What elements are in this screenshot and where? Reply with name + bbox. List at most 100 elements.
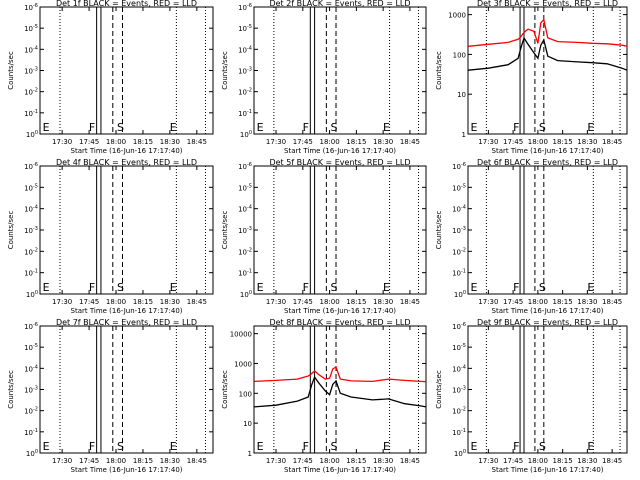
x-tick-label: 18:45 — [602, 298, 622, 306]
panel-det-1: Det 1f BLACK = Events, RED = LLD 100 10-1 1… — [7, 0, 214, 155]
x-tick-label: 18:30 — [160, 138, 180, 146]
x-tick-label: 18:00 — [528, 298, 548, 306]
y-tick-label: 10-3 — [238, 226, 252, 235]
y-tick-label: 10-1 — [24, 269, 38, 278]
y-axis-label: Counts/sec — [7, 370, 15, 409]
x-axis-label: Start Time (16-Jun-16 17:17:40) — [71, 147, 183, 155]
y-axis-label: Counts/sec — [7, 51, 15, 90]
x-tick-label: 18:00 — [319, 298, 339, 306]
event-marker-e: E — [383, 121, 390, 134]
plot-frame — [253, 6, 427, 135]
panel-det-6: Det 6f BLACK = Events, RED = LLD 100 10-1 1… — [435, 158, 628, 315]
panel-det-2: Det 2f BLACK = Events, RED = LLD 100 10-1 1… — [221, 0, 427, 155]
y-tick-label: 100 — [26, 290, 38, 299]
x-axis-label: Start Time (16-Jun-16 17:17:40) — [284, 147, 396, 155]
event-marker-s: S — [331, 121, 338, 134]
event-marker-f: F — [303, 121, 309, 134]
y-tick-label: 10-4 — [24, 364, 38, 373]
x-tick-label: 18:15 — [346, 457, 366, 465]
x-tick-label: 18:30 — [160, 298, 180, 306]
y-tick-label: 100 — [239, 390, 252, 398]
y-tick-label: 10-2 — [24, 407, 38, 416]
x-tick-label: 18:15 — [346, 298, 366, 306]
y-tick-label: 10-5 — [24, 343, 38, 352]
plot-frame — [39, 165, 214, 295]
y-axis-label: Counts/sec — [435, 370, 443, 409]
y-tick-label: 10-6 — [24, 3, 38, 12]
x-axis-label: Start Time (16-Jun-16 17:17:40) — [492, 307, 604, 315]
y-tick-label: 10-2 — [238, 88, 252, 97]
plot-frame — [39, 6, 214, 135]
y-tick-label: 10-5 — [24, 183, 38, 192]
y-tick-label: 1000 — [448, 12, 466, 20]
event-marker-e: E — [43, 440, 50, 453]
y-tick-label: 10-1 — [452, 428, 466, 437]
event-marker-e: E — [587, 281, 594, 294]
event-marker-s: S — [539, 281, 546, 294]
x-tick-label: 18:45 — [187, 138, 207, 146]
y-tick-label: 10-2 — [24, 247, 38, 256]
x-tick-label: 17:30 — [52, 457, 72, 465]
x-tick-label: 17:45 — [503, 138, 523, 146]
y-tick-label: 10-4 — [238, 45, 252, 54]
event-marker-e: E — [43, 121, 50, 134]
y-tick-label: 10-3 — [24, 226, 38, 235]
x-tick-label: 18:15 — [553, 298, 573, 306]
lld-series-line — [254, 366, 427, 383]
event-marker-e: E — [257, 440, 264, 453]
x-tick-label: 18:00 — [528, 457, 548, 465]
y-tick-label: 10-1 — [24, 428, 38, 437]
panel-title: Det 5f BLACK = Events, RED = LLD — [269, 158, 410, 167]
event-marker-e: E — [383, 281, 390, 294]
panel-det-3: Det 3f BLACK = Events, RED = LLD 1 10 100 10… — [435, 0, 628, 155]
x-tick-label: 18:30 — [373, 138, 393, 146]
panel-title: Det 4f BLACK = Events, RED = LLD — [56, 158, 197, 167]
event-marker-e: E — [383, 440, 390, 453]
panel-title: Det 6f BLACK = Events, RED = LLD — [477, 158, 618, 167]
x-tick-label: 18:00 — [528, 138, 548, 146]
event-marker-f: F — [303, 440, 309, 453]
y-tick-label: 10-2 — [452, 407, 466, 416]
y-tick-label: 10-1 — [238, 269, 252, 278]
x-tick-label: 18:45 — [602, 138, 622, 146]
y-tick-label: 10-6 — [238, 162, 252, 171]
panel-det-8: Det 8f BLACK = Events, RED = LLD 1 10 100 10… — [221, 318, 427, 474]
y-tick-label: 10-1 — [238, 109, 252, 118]
panel-det-9: Det 9f BLACK = Events, RED = LLD 100 10-1 1… — [435, 318, 628, 474]
events-series-line — [254, 375, 427, 408]
y-tick-label: 100 — [26, 130, 38, 139]
x-axis-label: Start Time (16-Jun-16 17:17:40) — [284, 466, 396, 474]
event-marker-e: E — [170, 281, 177, 294]
event-marker-e: E — [43, 281, 50, 294]
event-marker-s: S — [117, 281, 124, 294]
y-tick-label: 10-4 — [238, 205, 252, 214]
y-tick-label: 1000 — [234, 360, 252, 368]
x-tick-label: 18:00 — [106, 138, 126, 146]
plot-frame — [253, 325, 427, 454]
y-tick-label: 10-3 — [452, 386, 466, 395]
x-tick-label: 17:45 — [79, 457, 99, 465]
y-tick-label: 10-5 — [452, 183, 466, 192]
panel-title: Det 8f BLACK = Events, RED = LLD — [269, 318, 410, 327]
events-series-line — [468, 36, 628, 71]
y-tick-label: 10-4 — [24, 205, 38, 214]
x-tick-label: 17:45 — [79, 298, 99, 306]
panel-det-4: Det 4f BLACK = Events, RED = LLD 100 10-1 1… — [7, 158, 214, 315]
x-tick-label: 18:30 — [373, 298, 393, 306]
x-tick-label: 18:15 — [553, 138, 573, 146]
y-tick-label: 10-6 — [24, 322, 38, 331]
event-marker-s: S — [331, 440, 338, 453]
x-tick-label: 18:45 — [400, 138, 420, 146]
y-tick-label: 10-4 — [452, 364, 466, 373]
x-tick-label: 18:00 — [106, 457, 126, 465]
event-marker-f: F — [513, 440, 519, 453]
x-tick-label: 18:15 — [553, 457, 573, 465]
y-tick-label: 1 — [462, 131, 466, 139]
y-tick-label: 10-5 — [238, 24, 252, 33]
x-axis-label: Start Time (16-Jun-16 17:17:40) — [284, 307, 396, 315]
y-tick-label: 100 — [454, 290, 466, 299]
y-tick-label: 10-4 — [452, 205, 466, 214]
y-axis-label: Counts/sec — [221, 370, 229, 409]
y-tick-label: 10-3 — [238, 67, 252, 76]
